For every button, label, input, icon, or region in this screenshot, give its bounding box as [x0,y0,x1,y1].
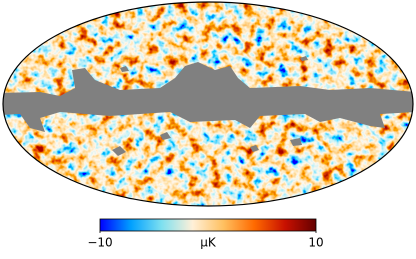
tick-label: 10 [308,236,323,250]
tick-label: −10 [87,236,112,250]
sky-map [3,2,413,206]
colorbar-label: μK [200,236,217,250]
map-outline [2,1,414,207]
colorbar [99,218,317,232]
galactic-mask [3,62,413,132]
